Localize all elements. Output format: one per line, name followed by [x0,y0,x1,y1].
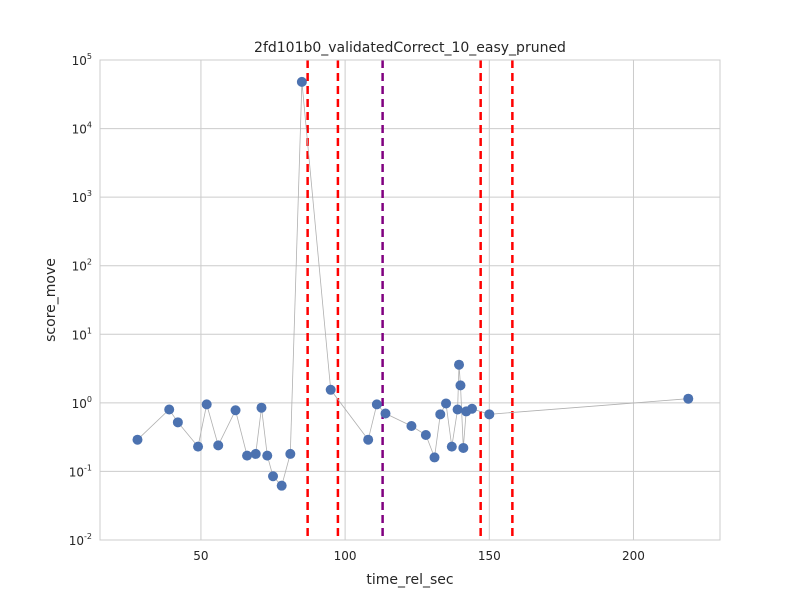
data-point [455,380,466,391]
y-tick-label: 100 [72,395,92,411]
y-tick-base: 10 [69,465,84,479]
data-point [285,448,296,459]
data-point [484,409,495,420]
y-tick-base: 10 [69,534,84,548]
data-point [213,440,224,451]
chart-title: 2fd101b0_validatedCorrect_10_easy_pruned [254,40,566,56]
y-axis-label: score_move [43,258,59,342]
data-point [380,408,391,419]
y-tick-base: 10 [72,397,87,411]
y-tick-base: 10 [72,54,87,68]
data-point [441,398,452,409]
data-point [467,403,477,414]
y-tick-label: 101 [72,326,92,342]
data-point [132,434,143,445]
data-point [172,417,183,428]
x-tick-label: 200 [622,549,645,563]
y-tick-label: 103 [72,189,92,205]
data-point [371,399,382,410]
y-tick-exponent: 0 [87,395,92,404]
data-point [262,450,273,461]
data-point [446,441,457,452]
y-tick-exponent: 1 [87,326,92,335]
data-point [458,442,469,453]
data-point [452,404,463,415]
y-tick-exponent: 2 [87,258,92,267]
y-tick-base: 10 [72,191,87,205]
data-point [276,480,287,491]
x-tick-label: 150 [478,549,501,563]
y-tick-exponent: 3 [87,189,92,198]
data-point [454,359,465,370]
y-tick-exponent: 4 [87,121,92,130]
y-tick-base: 10 [72,328,87,342]
y-tick-label: 10-1 [69,463,92,479]
y-tick-base: 10 [72,123,87,137]
data-point [164,404,175,415]
y-tick-label: 10-2 [69,532,92,548]
x-tick-label: 100 [334,549,357,563]
y-tick-exponent: 5 [87,52,92,61]
data-point [296,76,307,87]
data-point [429,452,440,463]
y-tick-label: 104 [72,121,92,137]
data-point [363,434,374,445]
data-point [325,384,336,395]
data-point [435,409,446,420]
data-point [230,405,241,416]
data-point [242,450,253,461]
plot-frame [99,59,721,541]
data-point [406,420,417,431]
y-tick-exponent: -2 [84,532,92,541]
y-tick-base: 10 [72,260,87,274]
x-axis-label: time_rel_sec [366,572,453,588]
data-point [193,441,204,452]
y-tick-exponent: -1 [84,463,92,472]
x-tick-label: 50 [193,549,208,563]
data-point [420,429,431,440]
data-point [256,402,267,413]
y-tick-label: 102 [72,258,92,274]
data-point [683,393,694,404]
data-point [201,399,212,410]
data-point [268,471,279,482]
data-point [250,448,261,459]
y-tick-label: 105 [72,52,92,68]
